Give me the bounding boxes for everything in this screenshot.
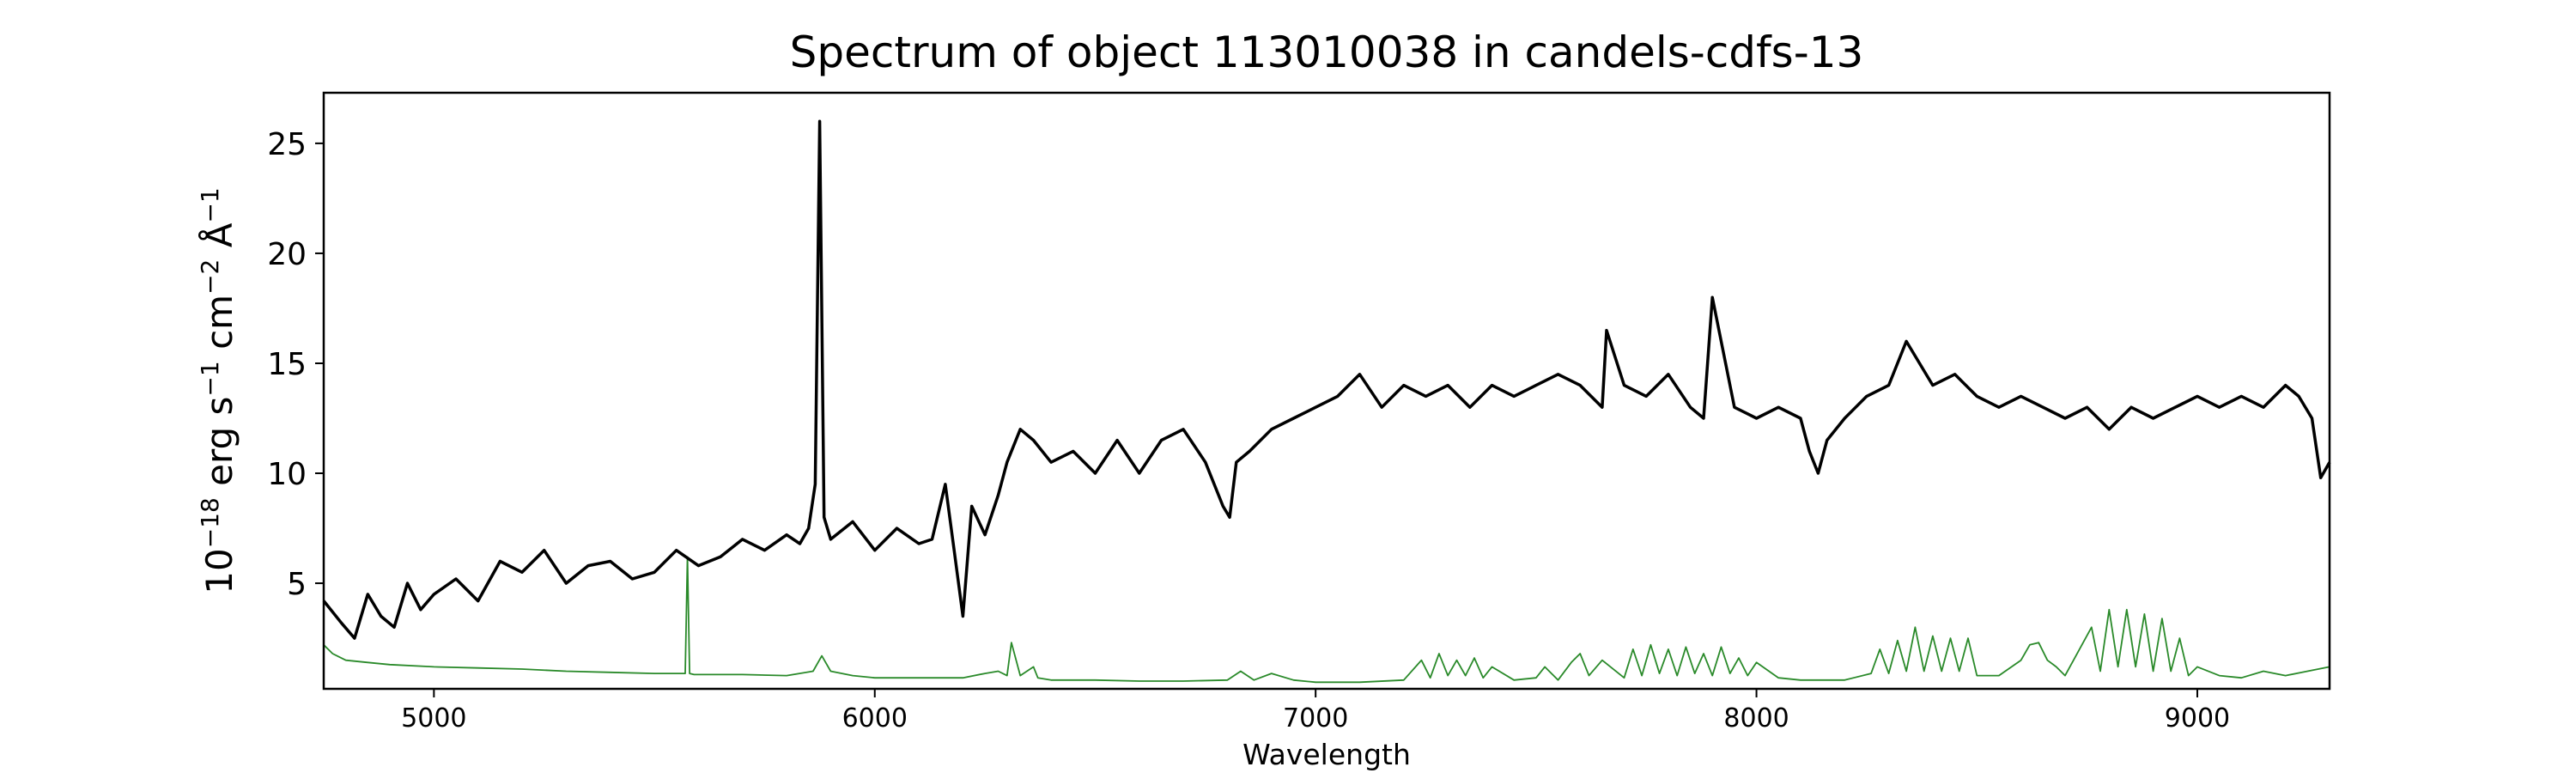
y-axis-label-unit3: Å <box>197 222 240 259</box>
y-tick-label: 10 <box>267 457 307 492</box>
y-tick-label: 15 <box>267 347 307 382</box>
y-axis-label-base: 10 <box>198 548 240 593</box>
plot-frame <box>322 91 2331 691</box>
y-axis-label-exp4: −1 <box>196 187 224 222</box>
y-axis-label-unit2: cm <box>198 295 240 361</box>
y-axis-label-exp1: −18 <box>196 497 224 548</box>
y-axis-label-exp2: −1 <box>196 361 224 396</box>
y-tick-label: 20 <box>267 237 307 272</box>
x-tick-label: 5000 <box>401 703 466 733</box>
y-tick-label: 5 <box>287 567 307 602</box>
x-tick-label: 9000 <box>2165 703 2230 733</box>
x-tick-label: 8000 <box>1723 703 1789 733</box>
chart-title: Spectrum of object 113010038 in candels-… <box>790 27 1864 77</box>
series-layer <box>322 119 2331 684</box>
y-axis-ticks: 5 10 15 20 25 <box>267 127 324 602</box>
y-axis-label-exp3: −2 <box>196 259 224 295</box>
x-axis-ticks: 5000 6000 7000 8000 9000 <box>401 689 2230 733</box>
y-axis-label: 10−18 erg s−1 cm−2 Å−1 <box>196 187 240 593</box>
x-axis-label: Wavelength <box>1242 738 1411 771</box>
y-axis-label-unit1: erg s <box>198 397 240 498</box>
x-tick-label: 6000 <box>842 703 908 733</box>
error-series-line <box>323 556 2330 684</box>
x-tick-label: 7000 <box>1283 703 1348 733</box>
flux-series-line <box>322 119 2331 640</box>
y-tick-label: 25 <box>267 127 307 162</box>
